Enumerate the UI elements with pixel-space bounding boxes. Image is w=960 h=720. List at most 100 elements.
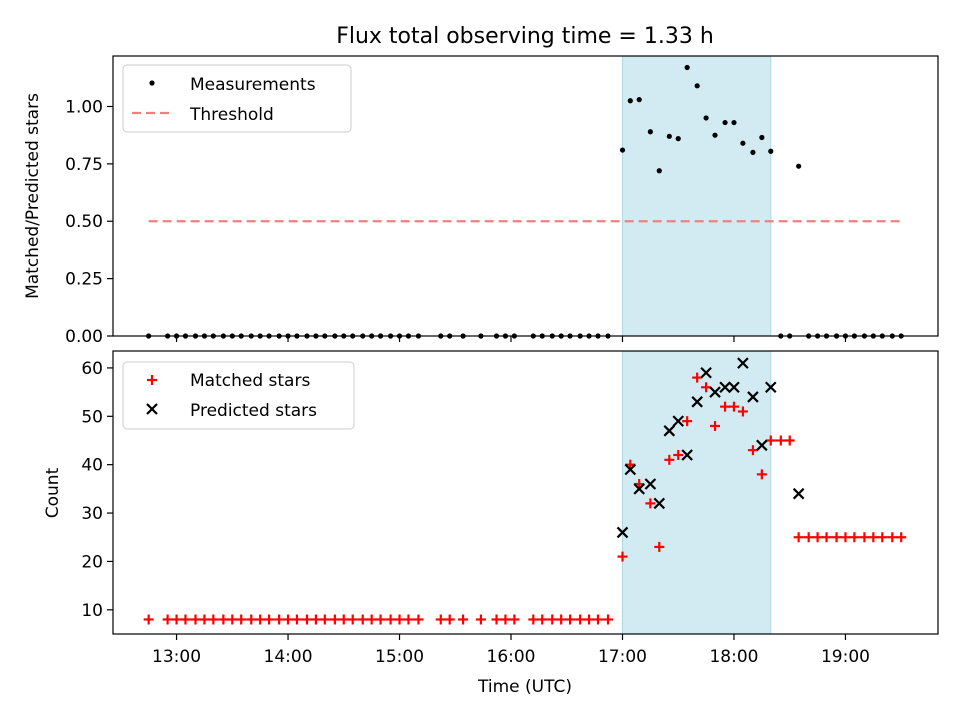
- matched-star-point: [849, 532, 860, 543]
- bottom-highlight-span: [621, 350, 772, 635]
- top-y-tick-label: 0.75: [65, 155, 103, 175]
- matched-star-point: [775, 435, 786, 446]
- matched-star-point: [528, 614, 539, 625]
- x-tick-label: 16:00: [487, 647, 536, 667]
- matched-star-point: [509, 614, 520, 625]
- matched-star-point: [291, 614, 302, 625]
- measurement-point: [684, 64, 690, 71]
- matched-star-point: [394, 614, 405, 625]
- measurement-point: [750, 149, 756, 155]
- predicted-star-point: [792, 487, 805, 500]
- measurement-point: [703, 115, 709, 121]
- matched-star-point: [301, 614, 312, 625]
- x-tick-label: 13:00: [152, 647, 201, 667]
- predicted-star-point: [633, 483, 645, 495]
- matched-star-point: [357, 614, 368, 625]
- matched-star-point: [592, 614, 603, 625]
- measurement-point: [647, 129, 653, 135]
- matched-star-point: [784, 435, 795, 446]
- legend-threshold-label: Threshold: [189, 105, 274, 125]
- matched-star-point: [236, 614, 247, 625]
- predicted-star-point: [691, 396, 703, 408]
- matched-star-point: [756, 469, 767, 480]
- matched-star-point: [190, 614, 201, 625]
- predicted-star-point: [700, 366, 712, 379]
- predicted-star-point: [616, 526, 629, 539]
- measurement-point: [768, 148, 774, 154]
- matched-star-point: [537, 614, 548, 625]
- matched-star-point: [218, 614, 229, 625]
- measurement-point: [712, 132, 718, 138]
- measurement-point: [656, 168, 662, 174]
- x-tick-label: 17:00: [598, 647, 647, 667]
- predicted-star-point: [624, 463, 637, 476]
- legend-predicted-marker: [146, 403, 158, 415]
- matched-star-point: [547, 614, 558, 625]
- matched-star-point: [458, 614, 469, 625]
- top-y-axis-label: Matched/Predicted stars: [23, 93, 43, 299]
- matched-star-point: [728, 401, 739, 412]
- bottom-y-tick-label: 50: [81, 407, 103, 427]
- matched-star-point: [264, 614, 275, 625]
- x-tick-label: 18:00: [709, 647, 758, 667]
- bottom-y-axis-label: Count: [43, 467, 63, 518]
- matched-star-point: [803, 532, 814, 543]
- measurement-point: [796, 163, 802, 169]
- matched-star-point: [645, 498, 656, 509]
- predicted-star-point: [737, 357, 749, 369]
- measurement-point: [627, 98, 633, 104]
- matched-star-point: [310, 614, 321, 625]
- matched-star-point: [435, 614, 446, 625]
- matched-star-point: [821, 532, 832, 543]
- matched-star-point: [171, 614, 182, 625]
- matched-star-point: [747, 445, 758, 456]
- matched-star-point: [765, 435, 776, 446]
- matched-star-point: [887, 532, 898, 543]
- matched-star-point: [877, 532, 888, 543]
- predicted-star-point: [756, 439, 768, 452]
- predicted-star-point: [653, 497, 666, 510]
- matched-star-point: [227, 614, 238, 625]
- top-highlight-span: [621, 55, 772, 337]
- matched-star-point: [603, 614, 613, 625]
- matched-star-point: [162, 614, 173, 625]
- matched-star-point: [347, 614, 358, 625]
- bottom-y-tick-label: 20: [81, 552, 103, 572]
- figure-title: Flux total observing time = 1.33 h: [336, 24, 714, 49]
- matched-star-point: [403, 614, 414, 625]
- matched-star-point: [654, 541, 665, 552]
- bottom-y-tick-label: 40: [81, 456, 103, 476]
- x-axis-label: Time (UTC): [477, 677, 572, 697]
- matched-star-point: [584, 614, 595, 625]
- matched-star-point: [283, 614, 294, 625]
- bottom-y-tick-label: 60: [81, 359, 103, 379]
- matched-star-point: [664, 454, 675, 465]
- matched-star-point: [444, 614, 455, 625]
- bottom-legend: Matched stars Predicted stars: [122, 361, 355, 430]
- top-legend-frame: [122, 64, 352, 133]
- x-tick-label: 15:00: [375, 647, 424, 667]
- top-axes-frame: [112, 55, 939, 337]
- matched-star-point: [246, 614, 257, 625]
- matched-star-point: [896, 532, 907, 543]
- measurement-point: [619, 147, 626, 153]
- predicted-star-point: [644, 478, 657, 490]
- matched-star-point: [208, 614, 219, 625]
- matched-star-point: [556, 614, 567, 625]
- measurement-point: [694, 83, 700, 89]
- matched-star-point: [682, 416, 693, 427]
- predicted-star-point: [747, 391, 759, 403]
- matched-star-point: [319, 614, 330, 625]
- matched-star-point: [710, 420, 721, 431]
- matched-star-point: [868, 532, 879, 543]
- measurement-point: [675, 136, 681, 142]
- matched-star-point: [617, 551, 628, 562]
- matched-star-point: [720, 401, 731, 412]
- predicted-star-point: [709, 386, 721, 398]
- matched-star-point: [565, 614, 576, 625]
- legend-matched-marker: [147, 375, 157, 385]
- matched-star-point: [274, 614, 285, 625]
- matched-star-point: [692, 372, 703, 383]
- predicted-star-point: [728, 381, 740, 394]
- measurement-point: [740, 140, 746, 146]
